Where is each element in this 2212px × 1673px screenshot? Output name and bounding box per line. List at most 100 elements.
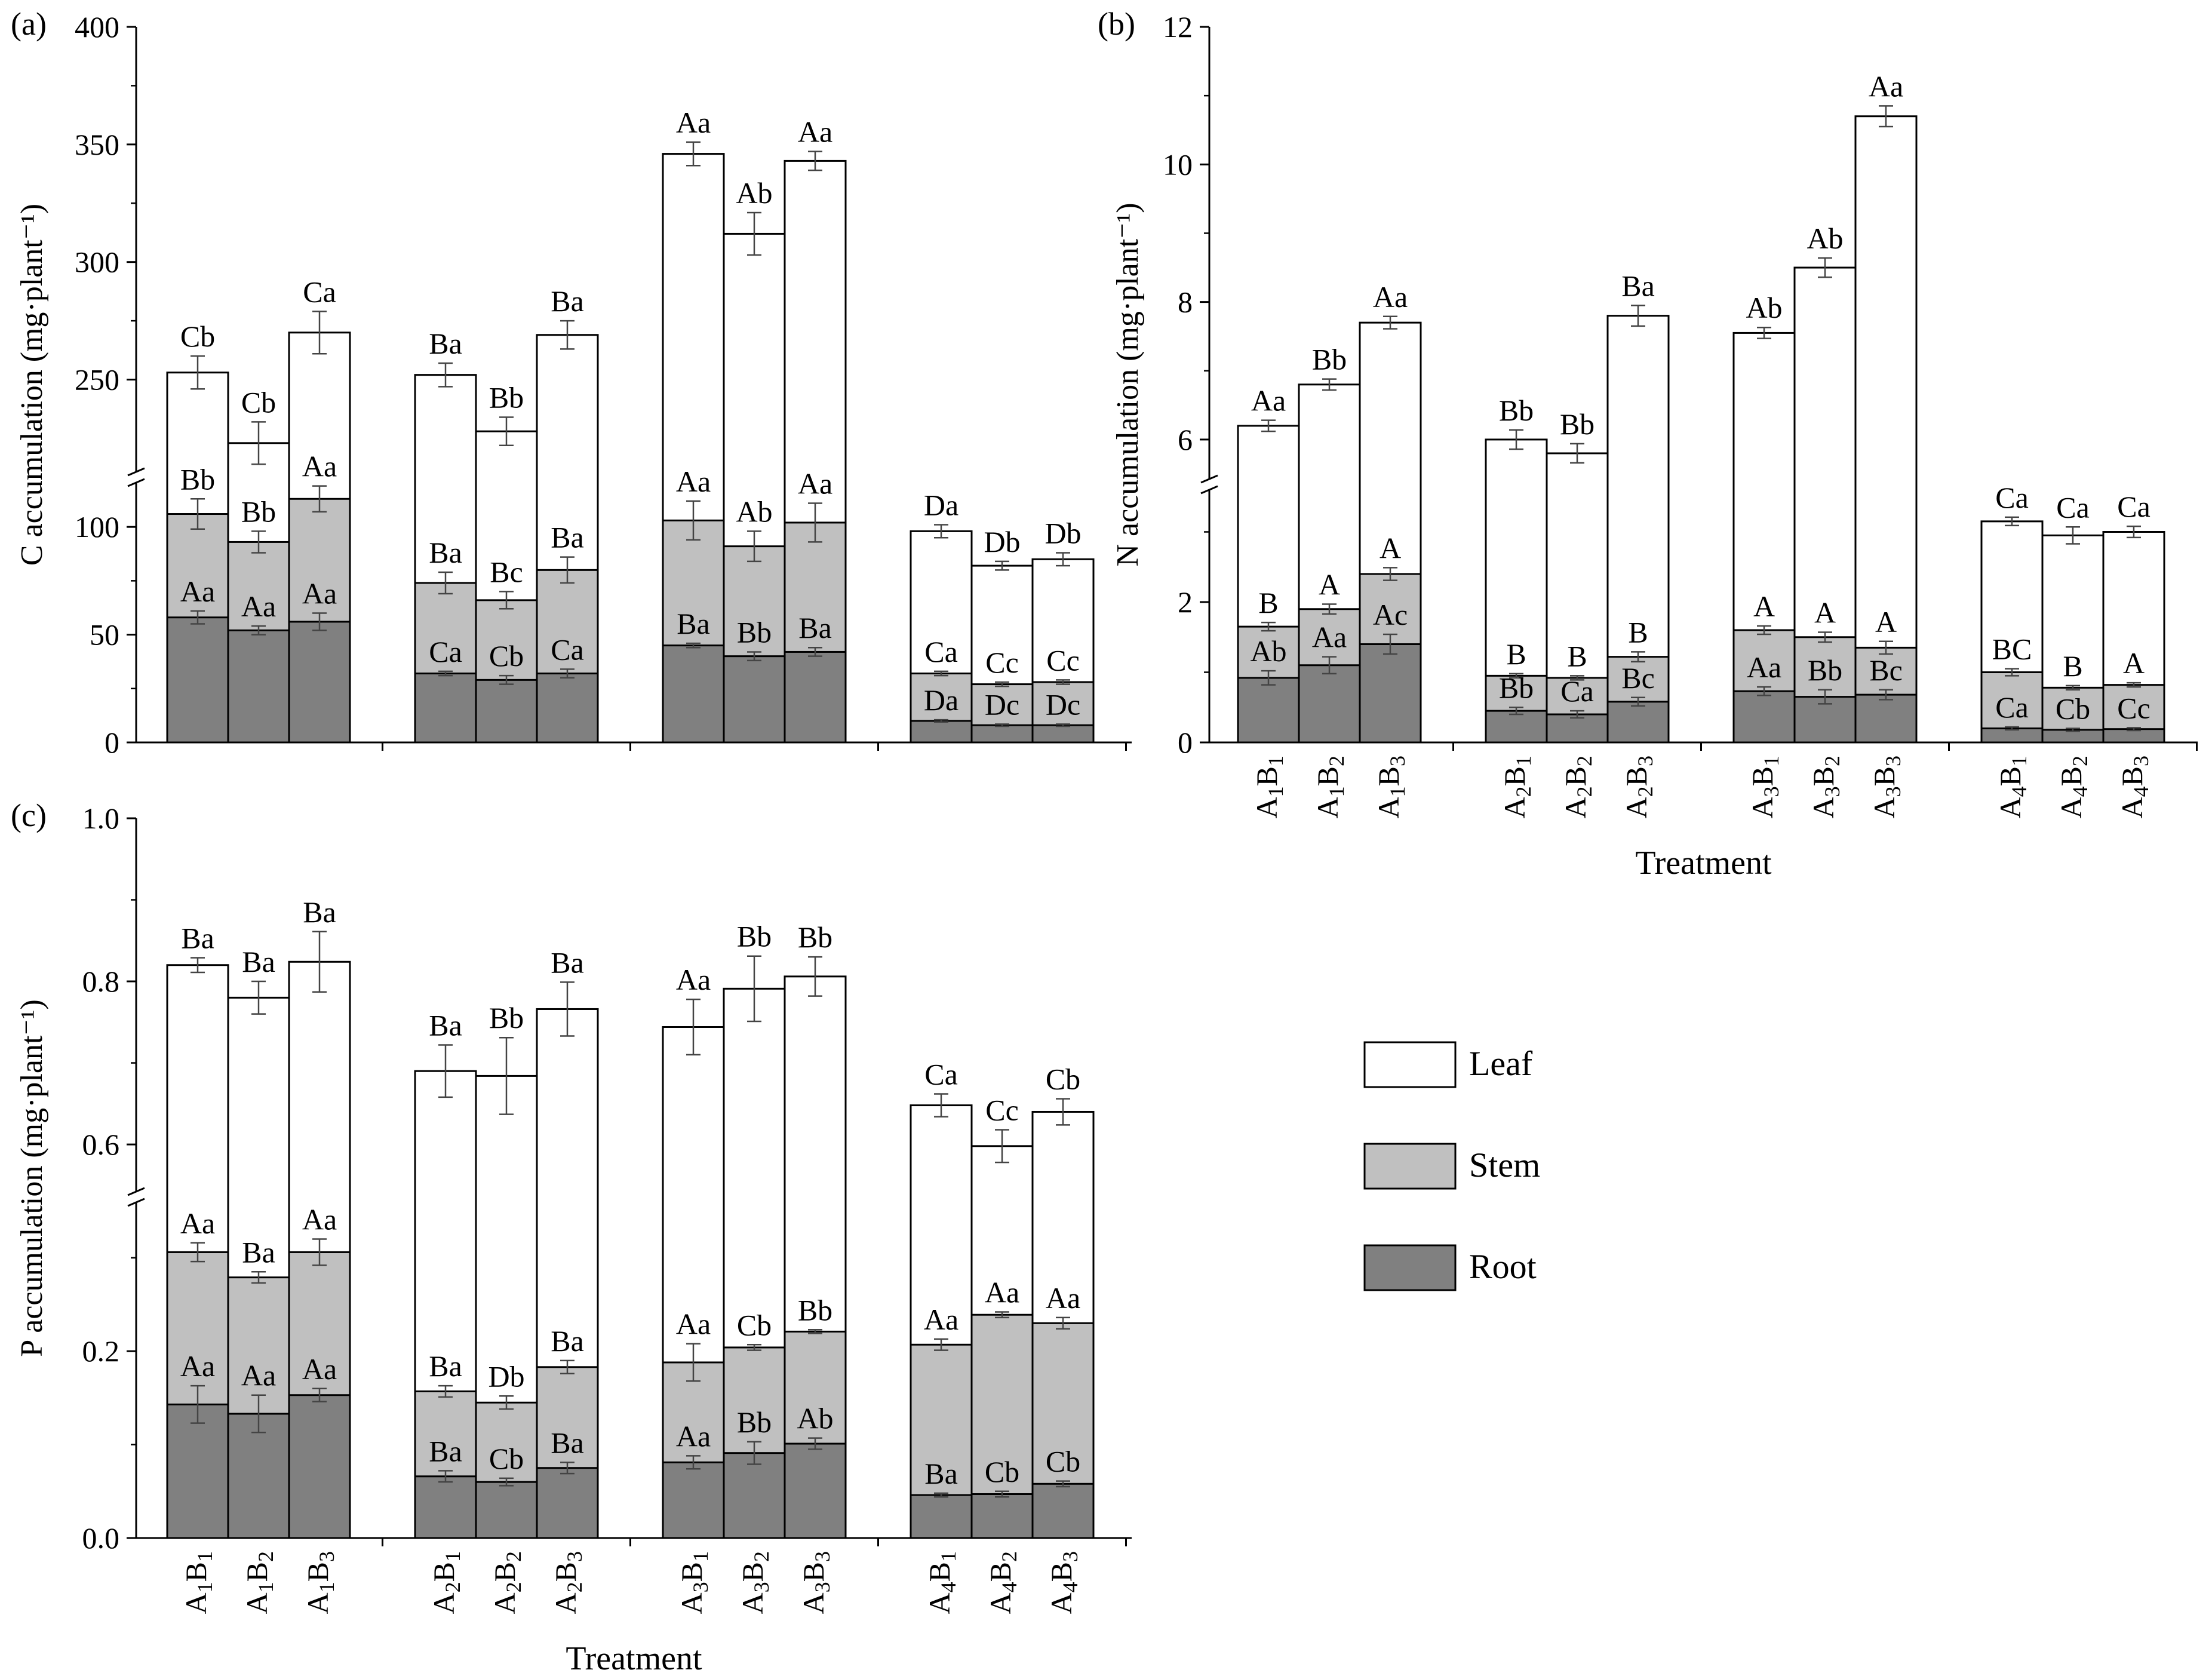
bar-root-9 [910,1494,973,1539]
x-tick-label-8: A3B3 [1867,756,1905,818]
x-tick-label-sub: 3 [1385,756,1409,766]
sig-label-stem-11: A [2123,646,2145,680]
x-tick-label-part: A [1620,797,1653,818]
x-tick-label-sub: 3 [749,1582,773,1592]
x-tick-label-sub: 2 [1820,756,1844,766]
sig-label-stem-0: Aa [180,1207,215,1240]
sig-label-leaf-0: Cb [180,320,215,353]
x-tick-label-part: B [1807,766,1840,786]
x-tick-label-sub: 3 [563,1551,586,1562]
x-axis-title: Treatment [566,1640,702,1673]
sig-label-root-1: Aa [1312,621,1347,654]
x-tick-label-4: A2B2 [1559,756,1596,818]
sig-label-root-3: Bb [1499,671,1534,704]
y-tick-label-0: 0 [1178,726,1193,759]
sig-label-leaf-11: Ca [2117,490,2150,523]
axis-break-mark-top [127,1187,145,1196]
sig-label-stem-5: Ba [551,1324,584,1358]
sig-label-leaf-10: Cc [985,1094,1019,1127]
sig-label-stem-8: Bb [798,1293,832,1327]
x-tick-label-11: A4B3 [2115,756,2153,818]
x-tick-label-part: A [797,1592,830,1614]
bar-root-11 [1031,1482,1095,1539]
x-tick-label-part: A [549,1592,582,1614]
x-tick-label-part: B [1867,766,1901,786]
x-tick-label-part: A [1993,797,2027,818]
sig-label-root-3: Ca [429,635,462,668]
x-tick-label-6: A3B1 [675,1551,712,1614]
sig-label-root-6: Aa [1747,650,1781,684]
x-tick-label-sub: 4 [2129,786,2153,797]
x-tick-label-11: A4B3 [1044,1551,1082,1614]
x-tick-label-part: B [984,1562,1017,1582]
sig-label-stem-0: Bb [180,462,215,496]
bar-leaf-8 [1854,115,1918,744]
x-tick-label-sub: 4 [1058,1582,1082,1592]
y-tick-label-5: 12 [1163,10,1193,44]
sig-label-root-11: Cc [2117,691,2150,725]
bar-root-0 [166,616,229,744]
sig-label-leaf-11: Cb [1046,1063,1080,1096]
x-tick-label-part: B [2115,766,2149,786]
sig-label-root-2: Ac [1373,598,1408,631]
sig-label-stem-7: Cb [737,1308,772,1342]
sig-label-stem-6: A [1753,590,1775,623]
sig-label-root-0: Aa [180,1349,215,1383]
sig-label-root-3: Ba [429,1434,462,1468]
x-tick-label-part: A [736,1592,769,1614]
y-tick-label-5: 350 [75,128,119,161]
sig-label-root-9: Da [924,683,958,717]
x-tick-label-sub: 3 [1058,1551,1082,1562]
sig-label-stem-1: A [1319,568,1340,601]
y-tick-label-4: 1.0 [82,802,120,835]
sig-label-root-1: Aa [241,1359,276,1392]
y-tick-label-4: 10 [1163,148,1193,181]
x-tick-label-part: A [1498,797,1531,818]
sig-label-leaf-3: Bb [1499,394,1534,427]
axis-break-mark-bottom [127,478,145,487]
x-tick-label-sub: 1 [193,1582,217,1592]
sig-label-leaf-9: Da [924,489,958,522]
x-tick-label-0: A1B1 [179,1551,217,1614]
sig-label-root-10: Dc [985,687,1019,721]
x-tick-label-7: A3B2 [1807,756,1844,818]
x-tick-label-10: A4B2 [2054,756,2092,818]
x-tick-label-sub: 4 [2007,786,2031,797]
panel-label: (b) [1098,6,1135,42]
sig-label-stem-0: B [1258,586,1278,619]
sig-label-stem-11: Cc [1046,643,1080,677]
x-tick-label-part: A [1372,797,1405,818]
legend-swatch-leaf [1363,1041,1457,1088]
x-tick-label-sub: 2 [2068,756,2092,766]
x-tick-label-part: A [984,1592,1017,1614]
x-tick-label-part: A [1044,1592,1078,1614]
bar-root-4 [475,679,538,744]
axis-break-mark-top [127,467,145,477]
sig-label-stem-11: Aa [1046,1281,1080,1315]
sig-label-root-6: Aa [676,1419,711,1453]
sig-label-root-7: Bb [737,1405,772,1439]
x-tick-label-sub: 1 [936,1551,960,1562]
bar-root-0 [1237,677,1300,744]
bar-root-3 [414,1475,477,1539]
x-tick-label-part: A [427,1592,460,1614]
sig-label-root-4: Ca [1560,674,1594,708]
x-tick-label-part: A [1807,797,1840,818]
x-tick-label-sub: 2 [441,1582,465,1592]
x-tick-label-part: A [1867,797,1901,818]
legend-label-leaf: Leaf [1469,1044,1533,1083]
sig-label-stem-9: Ca [924,635,958,668]
axis-break-mark-bottom [127,1198,145,1207]
legend-swatch-root [1363,1244,1457,1291]
x-tick-label-part: B [1620,766,1653,786]
sig-label-root-1: Aa [241,590,276,623]
bar-root-11 [1031,724,1095,744]
bar-root-4 [1546,713,1609,744]
sig-label-root-9: Ba [924,1457,958,1490]
sig-label-stem-6: Aa [676,465,711,498]
bar-root-6 [1732,690,1796,744]
sig-label-leaf-3: Ba [429,327,462,360]
x-tick-label-sub: 3 [1820,786,1844,797]
bar-root-2 [288,621,351,744]
sig-label-stem-9: Aa [924,1303,958,1336]
